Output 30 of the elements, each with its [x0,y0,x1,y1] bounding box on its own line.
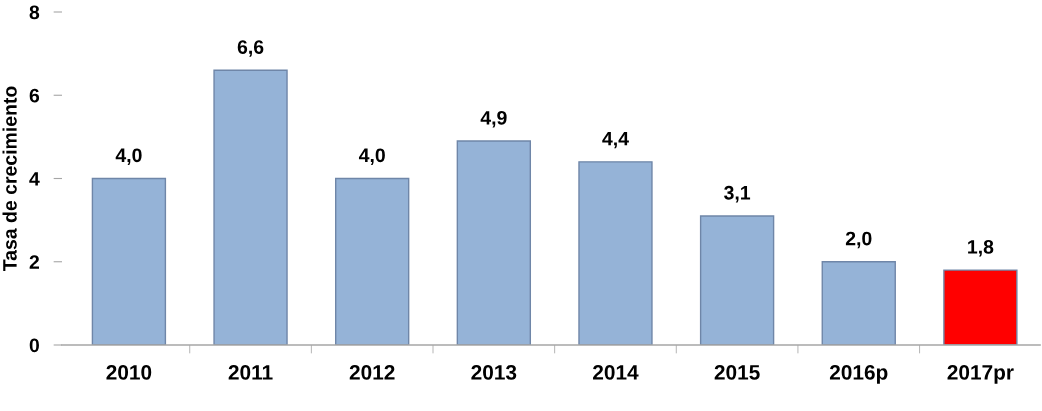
data-label: 4,4 [602,131,629,149]
bar [943,269,1018,345]
data-label: 6,6 [237,40,264,57]
bar [821,261,896,345]
x-tick-label: 2015 [714,364,760,380]
x-tick-label: 2013 [471,364,517,380]
y-tick-label: 8 [29,5,40,20]
x-tick-label: 2014 [593,364,639,380]
x-tick-label: 2012 [349,364,395,380]
data-label: 4,9 [480,110,507,128]
x-tick-label: 2016p [829,364,888,384]
y-axis-title: Tasa de crecimiento [2,86,17,272]
y-tick-label: 4 [29,172,40,186]
data-label: 2,0 [845,231,872,249]
x-tick-label: 2011 [228,364,273,380]
data-label: 3,1 [724,185,751,203]
bar [699,215,775,345]
bar [578,161,653,345]
bar [91,177,167,345]
bar [334,177,410,345]
data-label: 1,8 [968,239,994,257]
data-label: 4,0 [115,148,142,165]
bar [213,69,288,345]
x-tick-label: 2017pr [947,364,1014,384]
y-tick-label: 6 [29,88,40,103]
y-tick-label: 2 [29,255,39,269]
y-tick-label: 0 [29,338,39,353]
x-tick-label: 2010 [106,364,152,380]
bar [456,140,532,345]
data-label: 4,0 [358,148,385,165]
